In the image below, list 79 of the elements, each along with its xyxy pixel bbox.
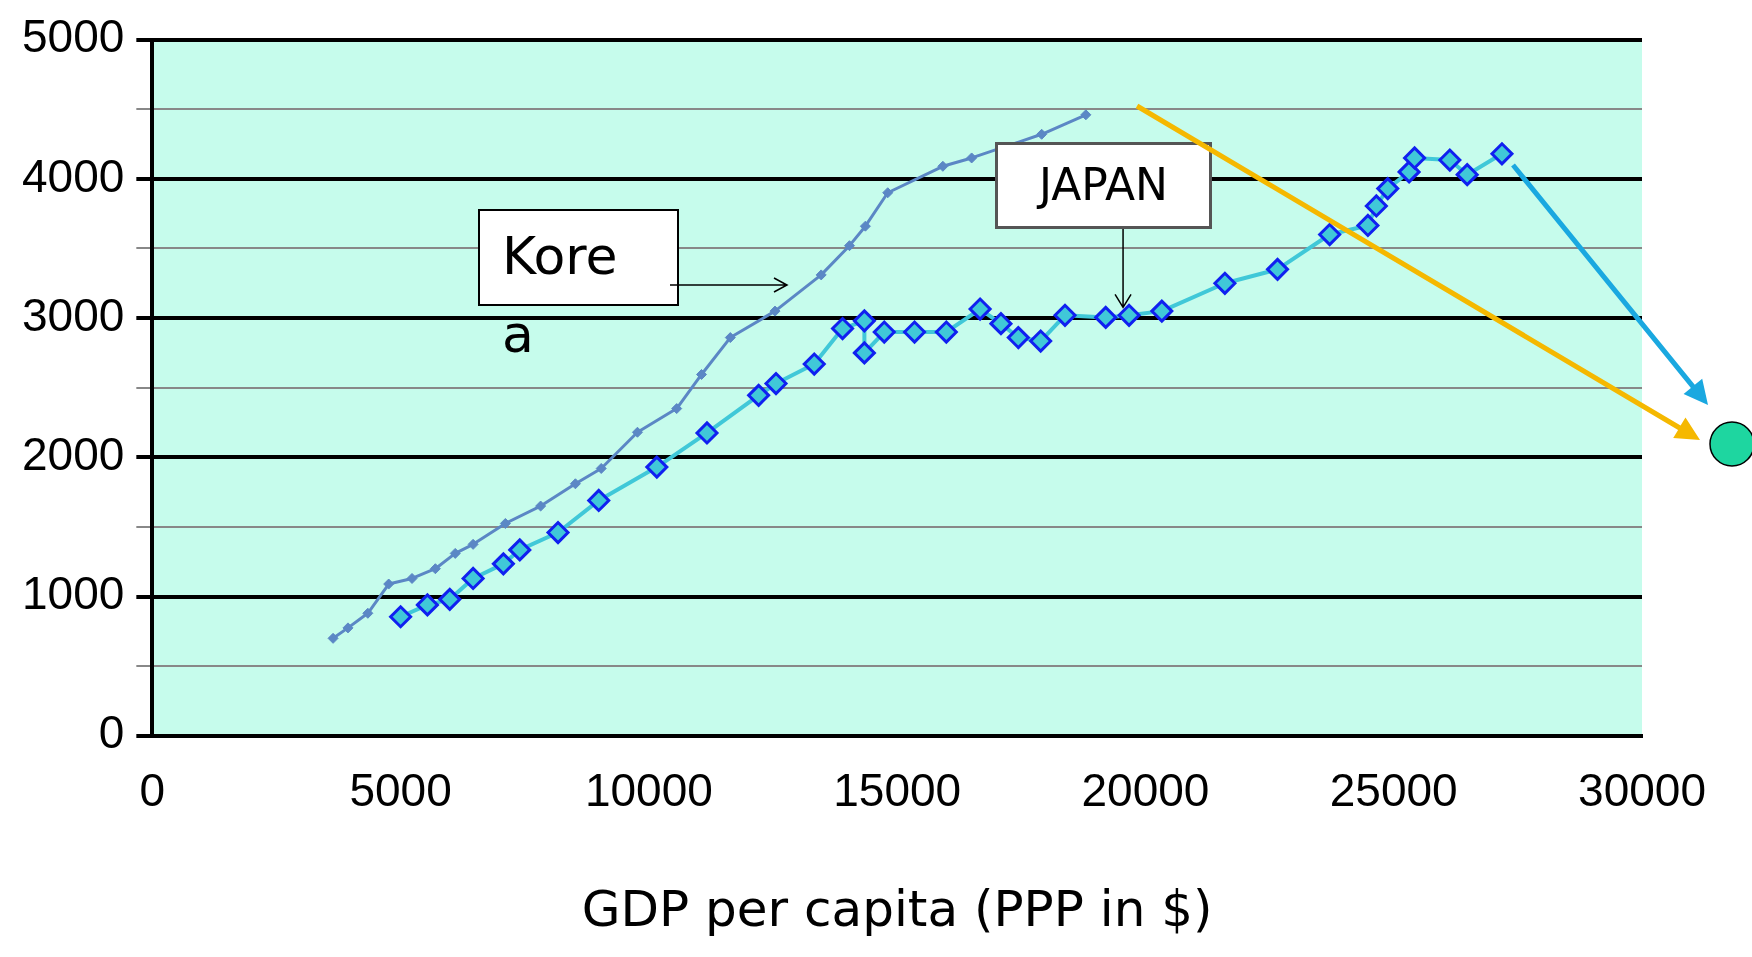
point (327, 632, 339, 644)
point (631, 426, 643, 438)
point (1094, 305, 1118, 329)
point (415, 593, 439, 617)
point (1403, 146, 1427, 170)
point (1455, 163, 1479, 187)
point (695, 421, 719, 445)
point (449, 547, 461, 559)
x-tick-label: 15000 (833, 764, 962, 817)
point (508, 538, 532, 562)
point (859, 220, 871, 232)
point (1490, 142, 1514, 166)
point (968, 297, 992, 321)
point (1266, 257, 1290, 281)
point (1053, 303, 1077, 327)
point (546, 521, 570, 545)
point (769, 305, 781, 317)
point (815, 269, 827, 281)
point (467, 538, 479, 550)
x-tick-label: 20000 (1081, 764, 1210, 817)
x-tick-label: 10000 (584, 764, 713, 817)
x-tick-label: 25000 (1329, 764, 1458, 817)
point (342, 622, 354, 634)
point (461, 566, 485, 590)
y-tick-label: 0 (98, 706, 125, 759)
point (747, 383, 771, 407)
point (872, 320, 896, 344)
point (645, 455, 669, 479)
point (1356, 213, 1380, 237)
point (569, 478, 581, 490)
point (989, 312, 1013, 336)
y-tick-label: 5000 (21, 10, 125, 63)
point (1397, 160, 1421, 184)
annotation: JAPAN (1035, 158, 1169, 212)
x-tick-label: 0 (139, 764, 166, 817)
y-tick-label: 2000 (21, 428, 125, 481)
point (1150, 299, 1174, 323)
point (1438, 148, 1462, 172)
point (429, 563, 441, 575)
point (696, 368, 708, 380)
point (535, 500, 547, 512)
annotation: Korea (502, 225, 619, 366)
point (499, 517, 511, 529)
point (852, 341, 876, 365)
point (831, 317, 855, 341)
point (724, 332, 736, 344)
point (937, 160, 949, 172)
point (882, 187, 894, 199)
y-tick-label: 4000 (21, 149, 125, 202)
point (1117, 303, 1141, 327)
point (587, 488, 611, 512)
point (934, 320, 958, 344)
x-axis-title: GDP per capita (PPP in $) (581, 879, 1213, 938)
point (491, 552, 515, 576)
point (903, 320, 927, 344)
point (1036, 128, 1048, 140)
point (764, 372, 788, 396)
point (671, 403, 683, 415)
point (383, 578, 395, 590)
x-tick-label: 30000 (1578, 764, 1706, 817)
y-tick-label: 3000 (21, 288, 125, 341)
point (1318, 223, 1342, 247)
point (852, 309, 876, 333)
point (1364, 194, 1388, 218)
x-tick-label: 5000 (349, 764, 452, 817)
point (389, 605, 413, 629)
y-tick-label: 1000 (21, 567, 125, 620)
point (844, 240, 855, 252)
point (595, 462, 607, 474)
point (406, 572, 418, 584)
point (802, 352, 826, 376)
point (1080, 109, 1092, 121)
point (1006, 326, 1030, 350)
point (966, 152, 978, 164)
point (438, 587, 462, 611)
point (362, 607, 374, 619)
point (1029, 329, 1053, 353)
point (1376, 177, 1400, 201)
point (1213, 271, 1237, 295)
